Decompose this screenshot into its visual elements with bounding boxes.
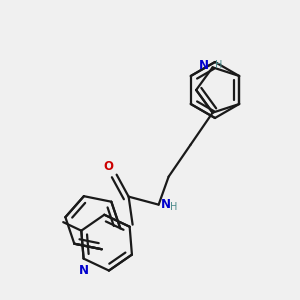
Text: O: O <box>103 160 114 173</box>
Text: N: N <box>160 198 171 211</box>
Text: H: H <box>214 60 222 70</box>
Text: N: N <box>199 59 208 72</box>
Text: N: N <box>79 264 88 277</box>
Text: H: H <box>169 202 177 212</box>
